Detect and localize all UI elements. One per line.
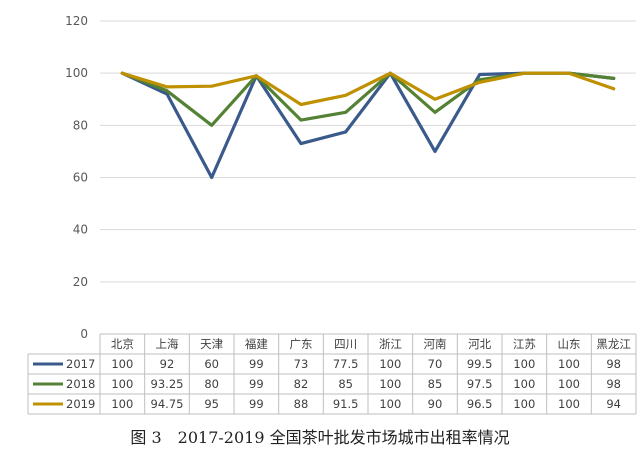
category-label: 天津 (200, 337, 223, 351)
series-line-2019 (120, 71, 616, 107)
category-label: 黑龙江 (596, 337, 631, 351)
y-axis-tick-labels: 0 20 40 60 80 100 120 (65, 14, 88, 341)
data-label: 100 (558, 397, 580, 411)
data-label: 100 (558, 377, 580, 391)
data-label: 90 (428, 397, 443, 411)
data-label: 85 (428, 377, 443, 391)
data-label: 100 (111, 357, 133, 371)
figure-caption: 图 3 2017-2019 全国茶叶批发市场城市出租率情况 (130, 428, 510, 447)
data-label: 100 (379, 377, 401, 391)
data-label: 85 (338, 377, 353, 391)
data-label: 97.5 (467, 377, 493, 391)
data-label: 99.5 (467, 357, 493, 371)
data-label: 98 (606, 357, 621, 371)
category-label: 山东 (558, 337, 581, 351)
data-label: 100 (111, 377, 133, 391)
data-label: 98 (606, 377, 621, 391)
legend-entry: 2019 (66, 397, 95, 411)
category-label: 上海 (156, 337, 179, 351)
category-label: 四川 (334, 337, 357, 351)
category-label: 河北 (468, 337, 491, 351)
category-label: 北京 (111, 337, 134, 351)
data-label: 99 (249, 377, 264, 391)
data-label: 93.25 (151, 377, 184, 391)
y-tick-label: 120 (65, 14, 88, 28)
data-label: 95 (204, 397, 219, 411)
data-label: 99 (249, 397, 264, 411)
line-chart: 0 20 40 60 80 100 120 北京 上海 天津 福建 广东 四川 浙江 河南 河北 江苏 山东 黑龙… (27, 14, 637, 415)
data-label: 100 (111, 397, 133, 411)
category-label: 福建 (245, 337, 268, 351)
category-label: 江苏 (513, 337, 536, 351)
y-tick-label: 80 (73, 118, 88, 132)
legend-entry: 2018 (66, 377, 95, 391)
data-label: 82 (294, 377, 309, 391)
y-tick-label: 60 (73, 171, 88, 185)
category-label: 浙江 (379, 337, 402, 351)
data-label: 80 (204, 377, 219, 391)
category-label: 广东 (290, 337, 313, 351)
y-tick-label: 100 (65, 66, 88, 80)
data-label: 100 (379, 397, 401, 411)
data-label: 99 (249, 357, 264, 371)
category-label: 河南 (424, 337, 447, 351)
data-label: 60 (204, 357, 219, 371)
data-label: 100 (558, 357, 580, 371)
y-tick-label: 20 (73, 275, 88, 289)
gridlines (100, 20, 636, 335)
series-lines (120, 71, 616, 180)
data-label: 91.5 (333, 397, 359, 411)
y-tick-label: 40 (73, 223, 88, 237)
data-label: 100 (513, 377, 535, 391)
series-line-2018 (120, 71, 616, 127)
data-label: 94.75 (151, 397, 184, 411)
data-label: 88 (294, 397, 309, 411)
data-label: 100 (513, 397, 535, 411)
y-tick-label: 0 (80, 327, 88, 341)
data-table: 北京 上海 天津 福建 广东 四川 浙江 河南 河北 江苏 山东 黑龙江 2017 100 92 60 99 73… (27, 333, 637, 415)
data-label: 96.5 (467, 397, 493, 411)
data-label: 73 (294, 357, 309, 371)
data-label: 77.5 (333, 357, 359, 371)
legend-entry: 2017 (66, 357, 95, 371)
data-label: 100 (513, 357, 535, 371)
data-label: 70 (428, 357, 443, 371)
data-label: 100 (379, 357, 401, 371)
data-label: 94 (606, 397, 621, 411)
data-label: 92 (160, 357, 175, 371)
